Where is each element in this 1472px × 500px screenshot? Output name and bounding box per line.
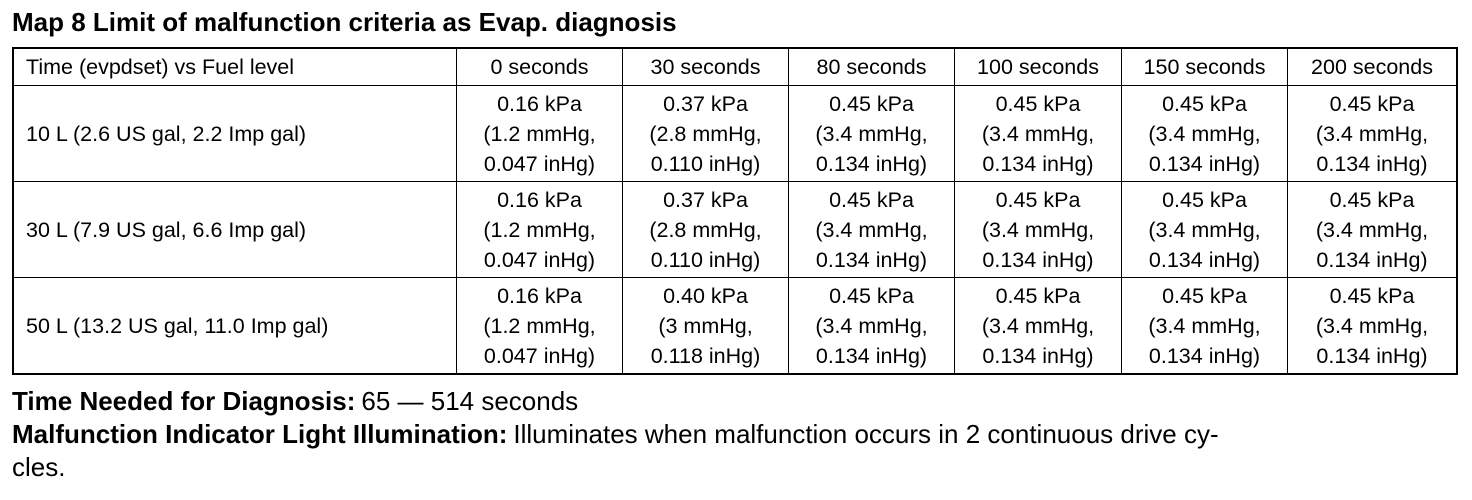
cell-line: 0.45 kPa [829, 283, 914, 308]
header-cell: Time (evpdset) vs Fuel level [12, 47, 457, 86]
cell-line: 0.134 inHg) [1148, 343, 1261, 368]
cell-line: 0.45 kPa [1162, 187, 1247, 212]
value-cell: 0.45 kPa (3.4 mmHg, 0.134 inHg) [788, 277, 955, 375]
cell-line: (3.4 mmHg, [981, 121, 1095, 146]
cell-line: 0.37 kPa [663, 187, 748, 212]
value-cell: 0.16 kPa (1.2 mmHg, 0.047 inHg) [456, 85, 623, 182]
cell-line: 0.45 kPa [1329, 187, 1415, 212]
cell-line: (3.4 mmHg, [1315, 313, 1429, 338]
cell-line: (3 mmHg, [658, 313, 753, 338]
cell-line: 0.45 kPa [829, 187, 914, 212]
cell-line: 0.16 kPa [497, 187, 582, 212]
cell-line: (1.2 mmHg, [483, 313, 596, 338]
value-cell: 0.45 kPa (3.4 mmHg, 0.134 inHg) [1121, 85, 1288, 182]
cell-line: 0.134 inHg) [815, 151, 928, 176]
value-cell: 0.45 kPa (3.4 mmHg, 0.134 inHg) [788, 181, 955, 278]
header-cell: 150 seconds [1121, 47, 1288, 86]
value-cell: 0.45 kPa (3.4 mmHg, 0.134 inHg) [788, 85, 955, 182]
header-cell: 0 seconds [456, 47, 623, 86]
header-row: Time (evpdset) vs Fuel level 0 seconds 30 … [12, 47, 1458, 86]
title: Map 8 Limit of malfunction criteria as E… [12, 7, 677, 37]
note: Malfunction Indicator Light Illumination… [12, 418, 1436, 484]
cell-line: 0.45 kPa [995, 187, 1081, 212]
cell-line: 0.047 inHg) [483, 247, 596, 272]
cell-line: 0.45 kPa [1162, 283, 1247, 308]
value-cell: 0.45 kPa (3.4 mmHg, 0.134 inHg) [1121, 181, 1288, 278]
data-row: 50 L (13.2 US gal, 11.0 Imp gal) 0.16 kPa… [12, 277, 1458, 375]
data-row: 30 L (7.9 US gal, 6.6 Imp gal) 0.16 kPa (1… [12, 181, 1458, 278]
note-label: Malfunction Indicator Light Illumination… [12, 419, 508, 449]
cell-line: 0.134 inHg) [1316, 247, 1428, 272]
header-cell: 30 seconds [622, 47, 789, 86]
value-cell: 0.16 kPa (1.2 mmHg, 0.047 inHg) [456, 181, 623, 278]
note-text: 65 — 514 seconds [361, 386, 579, 416]
value-cell: 0.45 kPa (3.4 mmHg, 0.134 inHg) [954, 85, 1122, 182]
cell-line: 0.134 inHg) [1148, 247, 1261, 272]
header-cell: 200 seconds [1287, 47, 1458, 86]
cell-line: 0.45 kPa [1162, 91, 1247, 116]
cell-line: (3.4 mmHg, [1148, 121, 1261, 146]
note: Time Needed for Diagnosis: 65 — 514 secon… [12, 385, 1436, 418]
value-cell: 0.45 kPa (3.4 mmHg, 0.134 inHg) [1287, 181, 1458, 278]
cell-line: 0.45 kPa [1329, 91, 1415, 116]
cell-line: 0.16 kPa [497, 91, 582, 116]
header-cell: 80 seconds [788, 47, 955, 86]
row-label: 50 L (13.2 US gal, 11.0 Imp gal) [12, 277, 457, 375]
value-cell: 0.37 kPa (2.8 mmHg, 0.110 inHg) [622, 181, 789, 278]
criteria-table: Time (evpdset) vs Fuel level 0 seconds 30 … [12, 47, 1458, 375]
cell-line: 0.134 inHg) [982, 151, 1094, 176]
value-cell: 0.40 kPa (3 mmHg, 0.118 inHg) [622, 277, 789, 375]
cell-line: 0.134 inHg) [1316, 151, 1428, 176]
header-cell: 100 seconds [954, 47, 1122, 86]
table-body: Time (evpdset) vs Fuel level 0 seconds 30 … [12, 47, 1458, 375]
cell-line: 0.134 inHg) [982, 247, 1094, 272]
value-cell: 0.45 kPa (3.4 mmHg, 0.134 inHg) [1287, 85, 1458, 182]
cell-line: 0.110 inHg) [650, 151, 761, 176]
cell-line: (3.4 mmHg, [815, 121, 928, 146]
cell-line: 0.45 kPa [829, 91, 914, 116]
cell-line: 0.134 inHg) [1148, 151, 1261, 176]
cell-line: 0.134 inHg) [982, 343, 1094, 368]
value-cell: 0.16 kPa (1.2 mmHg, 0.047 inHg) [456, 277, 623, 375]
cell-line: 0.45 kPa [995, 283, 1081, 308]
cell-line: 0.047 inHg) [483, 343, 596, 368]
note-label: Time Needed for Diagnosis: [12, 386, 356, 416]
cell-line: 0.134 inHg) [815, 247, 928, 272]
cell-line: (1.2 mmHg, [483, 217, 596, 242]
cell-line: (3.4 mmHg, [1315, 121, 1429, 146]
value-cell: 0.45 kPa (3.4 mmHg, 0.134 inHg) [1121, 277, 1288, 375]
cell-line: 0.45 kPa [1329, 283, 1415, 308]
cell-line: (3.4 mmHg, [1148, 313, 1261, 338]
note-text: Illuminates when malfunction occurs in 2… [513, 419, 1219, 449]
cell-line: 0.134 inHg) [1316, 343, 1428, 368]
cell-line: (3.4 mmHg, [981, 313, 1095, 338]
cell-line: (3.4 mmHg, [981, 217, 1095, 242]
cell-line: (2.8 mmHg, [649, 121, 762, 146]
cell-line: 0.16 kPa [497, 283, 582, 308]
cell-line: (3.4 mmHg, [1315, 217, 1429, 242]
data-row: 10 L (2.6 US gal, 2.2 Imp gal) 0.16 kPa (1… [12, 85, 1458, 182]
cell-line: 0.047 inHg) [483, 151, 596, 176]
note-text: cles. [12, 452, 66, 482]
cell-line: (3.4 mmHg, [1148, 217, 1261, 242]
cell-line: 0.45 kPa [995, 91, 1081, 116]
cell-line: 0.134 inHg) [815, 343, 928, 368]
cell-line: (3.4 mmHg, [815, 313, 928, 338]
cell-line: (3.4 mmHg, [815, 217, 928, 242]
cell-line: 0.118 inHg) [650, 343, 761, 368]
value-cell: 0.45 kPa (3.4 mmHg, 0.134 inHg) [954, 277, 1122, 375]
value-cell: 0.45 kPa (3.4 mmHg, 0.134 inHg) [1287, 277, 1458, 375]
cell-line: 0.37 kPa [663, 91, 748, 116]
value-cell: 0.45 kPa (3.4 mmHg, 0.134 inHg) [954, 181, 1122, 278]
row-label: 10 L (2.6 US gal, 2.2 Imp gal) [12, 85, 457, 182]
cell-line: (1.2 mmHg, [483, 121, 596, 146]
cell-line: 0.40 kPa [663, 283, 748, 308]
cell-line: 0.110 inHg) [650, 247, 761, 272]
notes: Time Needed for Diagnosis: 65 — 514 secon… [12, 385, 1436, 484]
value-cell: 0.37 kPa (2.8 mmHg, 0.110 inHg) [622, 85, 789, 182]
row-label: 30 L (7.9 US gal, 6.6 Imp gal) [12, 181, 457, 278]
cell-line: (2.8 mmHg, [649, 217, 762, 242]
